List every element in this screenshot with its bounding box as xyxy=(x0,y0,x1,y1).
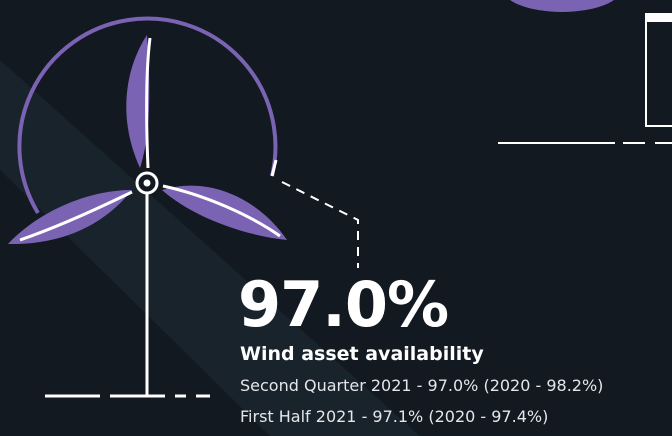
stat-label: Wind asset availability xyxy=(240,343,484,365)
illustration xyxy=(0,0,672,436)
stat-detail: Second Quarter 2021 - 97.0% (2020 - 98.2… xyxy=(240,376,603,395)
hub-center xyxy=(144,180,151,187)
building-roof xyxy=(646,14,672,22)
stat-detail: First Half 2021 - 97.1% (2020 - 97.4%) xyxy=(240,407,548,426)
connector xyxy=(282,182,358,268)
building xyxy=(646,14,672,126)
decor-ellipse xyxy=(502,0,622,12)
stat-value: 97.0% xyxy=(238,268,448,341)
page: 97.0% Wind asset availability Second Qua… xyxy=(0,0,672,436)
